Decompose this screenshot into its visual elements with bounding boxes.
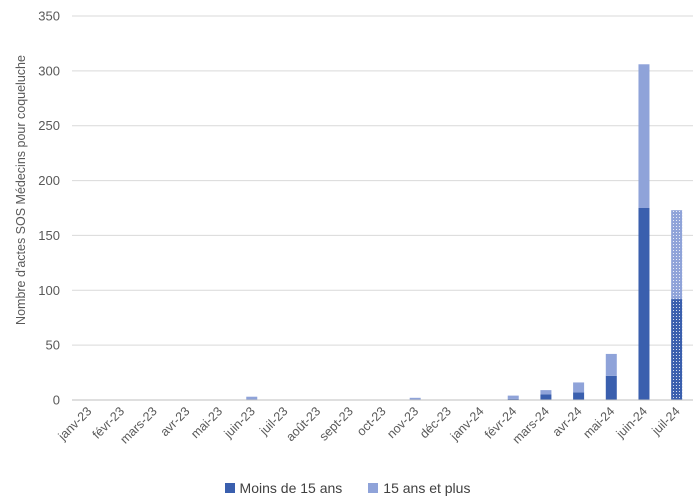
legend: Moins de 15 ans 15 ans et plus xyxy=(0,478,695,498)
bar-15-plus xyxy=(409,397,421,400)
legend-swatch-15-plus xyxy=(368,483,379,493)
legend-label-under-15: Moins de 15 ans xyxy=(239,480,343,496)
x-tick-label: mars-23 xyxy=(118,404,160,446)
x-tick-label: mai-24 xyxy=(580,404,617,441)
bar-15-plus xyxy=(507,395,519,399)
y-tick-label: 150 xyxy=(38,228,60,243)
y-tick-label: 0 xyxy=(53,393,60,408)
y-tick-label: 100 xyxy=(38,283,60,298)
x-tick-label: juin-23 xyxy=(221,404,258,441)
bar-15-plus xyxy=(605,353,617,376)
y-tick-label: 300 xyxy=(38,63,60,78)
bar-15-plus xyxy=(671,210,683,300)
gridlines xyxy=(72,15,693,346)
x-tick-label: juil-24 xyxy=(649,404,683,438)
x-tick-label: janv-24 xyxy=(447,404,487,444)
bar-under-15 xyxy=(540,394,552,400)
legend-item-15-plus: 15 ans et plus xyxy=(368,480,470,496)
x-tick-label: janv-23 xyxy=(55,404,95,444)
bar-under-15 xyxy=(573,392,585,400)
x-tick-label: juin-24 xyxy=(613,404,650,441)
x-tick-label: avr-24 xyxy=(550,404,585,439)
bar-15-plus xyxy=(638,64,650,208)
bar-under-15 xyxy=(507,398,519,400)
x-tick-label: août-23 xyxy=(283,404,323,444)
y-tick-label: 250 xyxy=(38,118,60,133)
x-tick-label: déc-23 xyxy=(417,404,454,441)
y-tick-label: 350 xyxy=(38,9,60,24)
legend-label-15-plus: 15 ans et plus xyxy=(383,480,471,496)
bar-under-15 xyxy=(671,299,683,400)
bar-15-plus xyxy=(540,390,552,395)
axes: 050100150200250300350janv-23févr-23mars-… xyxy=(38,9,693,447)
bar-under-15 xyxy=(638,208,650,400)
x-tick-label: oct-23 xyxy=(354,404,388,438)
x-tick-label: mars-24 xyxy=(510,404,552,446)
legend-item-under-15: Moins de 15 ans xyxy=(224,480,343,496)
y-tick-label: 50 xyxy=(46,338,60,353)
legend-swatch-under-15 xyxy=(224,483,235,493)
x-tick-label: avr-23 xyxy=(158,404,193,439)
y-axis-label: Nombre d'actes SOS Médecins pour coquelu… xyxy=(14,55,28,325)
x-tick-label: sept-23 xyxy=(317,404,356,443)
x-tick-label: nov-23 xyxy=(384,404,421,441)
bar-under-15 xyxy=(605,375,617,400)
y-tick-label: 200 xyxy=(38,173,60,188)
bar-15-plus xyxy=(573,382,585,393)
x-tick-label: mai-23 xyxy=(188,404,225,441)
bars xyxy=(246,64,683,400)
bar-15-plus xyxy=(246,396,258,400)
